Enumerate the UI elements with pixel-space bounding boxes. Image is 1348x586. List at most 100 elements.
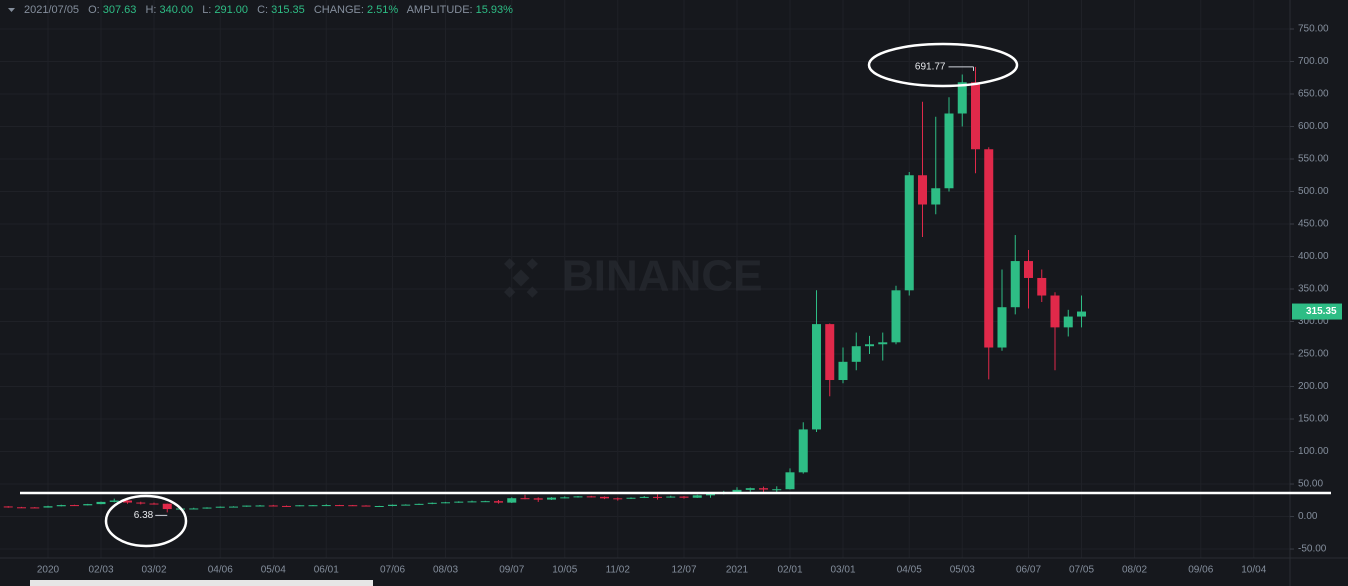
candle-body: [282, 505, 291, 507]
price-tag: [1292, 303, 1342, 320]
candle-body: [427, 502, 437, 504]
candle-body: [30, 507, 40, 509]
candle-body: [189, 508, 199, 510]
x-tick-label: 07/05: [1069, 565, 1094, 576]
candle-body: [441, 502, 450, 504]
candle-body: [838, 361, 848, 381]
y-tick-label: 350.00: [1298, 284, 1329, 295]
candle-body: [454, 501, 464, 503]
candle-body: [891, 290, 901, 343]
y-tick-label: 300.00: [1298, 316, 1329, 327]
candle-body: [586, 496, 596, 498]
x-tick-label: 02/03: [88, 565, 113, 576]
candle-body: [825, 324, 835, 381]
header-value: 340.00: [159, 4, 193, 16]
candle-body: [136, 502, 146, 504]
candle-body: [732, 489, 742, 493]
candle-body: [242, 505, 252, 507]
header-value: 15.93%: [476, 4, 514, 16]
x-tick-label: 09/06: [1188, 565, 1213, 576]
candle-body: [679, 496, 689, 498]
watermark-text: BINANCE: [562, 252, 762, 301]
drawn-ellipse: [104, 494, 188, 548]
candle-body: [202, 507, 212, 509]
candle-body: [653, 496, 662, 498]
candle-body: [295, 505, 305, 507]
candle-body: [1050, 295, 1060, 328]
axes: -50.00 0.00 50.00 100.00 150.00 200.00 250.00 3…: [37, 24, 1342, 576]
y-tick-label: -50.00: [1298, 544, 1327, 555]
header-label: L:: [202, 4, 211, 16]
y-tick-label: 750.00: [1298, 24, 1329, 35]
candle-body: [83, 504, 93, 506]
candle-body: [1010, 261, 1020, 308]
candle-body: [520, 498, 530, 500]
y-tick-label: 0.00: [1298, 511, 1318, 522]
candle-body: [931, 188, 941, 205]
y-tick-label: 550.00: [1298, 154, 1329, 165]
header-date: 2021/07/05: [24, 4, 79, 16]
candle-body: [997, 307, 1007, 348]
candle-body: [904, 175, 914, 291]
x-tick-label: 10/04: [1241, 565, 1266, 576]
candle-body: [1037, 277, 1047, 296]
candle-body: [70, 505, 79, 507]
candle-body: [957, 82, 967, 114]
header-label: O:: [88, 4, 100, 16]
x-tick-label: 08/02: [1122, 565, 1147, 576]
price-tag-label: 315.35: [1306, 306, 1337, 317]
y-tick-label: 600.00: [1298, 121, 1329, 132]
x-tick-label: 12/07: [671, 565, 696, 576]
x-tick-label: 04/05: [897, 565, 922, 576]
candle-body: [43, 506, 53, 508]
candle-body: [467, 501, 477, 503]
candle-body: [944, 113, 954, 189]
candle-body: [692, 495, 702, 498]
candle-body: [507, 498, 517, 503]
x-tick-label: 2021: [726, 565, 749, 576]
candle-body: [361, 505, 371, 507]
candle-body: [639, 496, 649, 498]
collapse-toggle[interactable]: [8, 8, 15, 12]
candle-body: [785, 472, 795, 490]
candle-body: [149, 503, 159, 505]
candle-body: [494, 501, 503, 503]
candle-body: [878, 342, 888, 345]
min-label: 6.38: [134, 510, 154, 521]
y-tick-label: 400.00: [1298, 251, 1329, 262]
x-tick-label: 06/07: [1016, 565, 1041, 576]
candle-body: [918, 175, 927, 205]
candle-body: [573, 496, 583, 498]
y-tick-label: 150.00: [1298, 414, 1329, 425]
candle-body: [666, 496, 676, 498]
candle-body: [123, 500, 132, 503]
candle-body: [600, 496, 609, 499]
x-tick-label: 03/01: [830, 565, 855, 576]
candle-body: [17, 507, 26, 509]
x-tick-label: 05/04: [261, 565, 286, 576]
header-value: 2.51%: [367, 4, 398, 16]
candle-body: [348, 505, 358, 507]
header-value: 291.00: [214, 4, 248, 16]
candle-body: [308, 505, 318, 507]
grid: [0, 0, 1290, 558]
candle-body: [162, 503, 172, 510]
candle-body: [759, 488, 768, 490]
candle-body: [480, 501, 490, 503]
drawn-ellipse: [867, 42, 1019, 88]
y-tick-label: 700.00: [1298, 56, 1329, 67]
candle-body: [812, 324, 821, 430]
header: 2021/07/05 O: 307.63 H: 340.00 L: 291.00 C:…: [24, 4, 513, 16]
y-tick-label: 200.00: [1298, 381, 1329, 392]
x-tick-label: 07/06: [380, 565, 405, 576]
max-label: 691.77: [915, 61, 946, 72]
scrollbar[interactable]: [30, 580, 373, 586]
x-tick-label: 10/05: [552, 565, 577, 576]
candle-body: [401, 504, 411, 506]
candles: [3, 66, 1086, 513]
candle-body: [374, 505, 384, 507]
candle-body: [96, 501, 106, 505]
